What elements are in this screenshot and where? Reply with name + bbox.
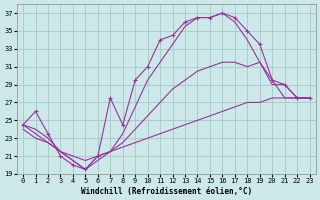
X-axis label: Windchill (Refroidissement éolien,°C): Windchill (Refroidissement éolien,°C): [81, 187, 252, 196]
